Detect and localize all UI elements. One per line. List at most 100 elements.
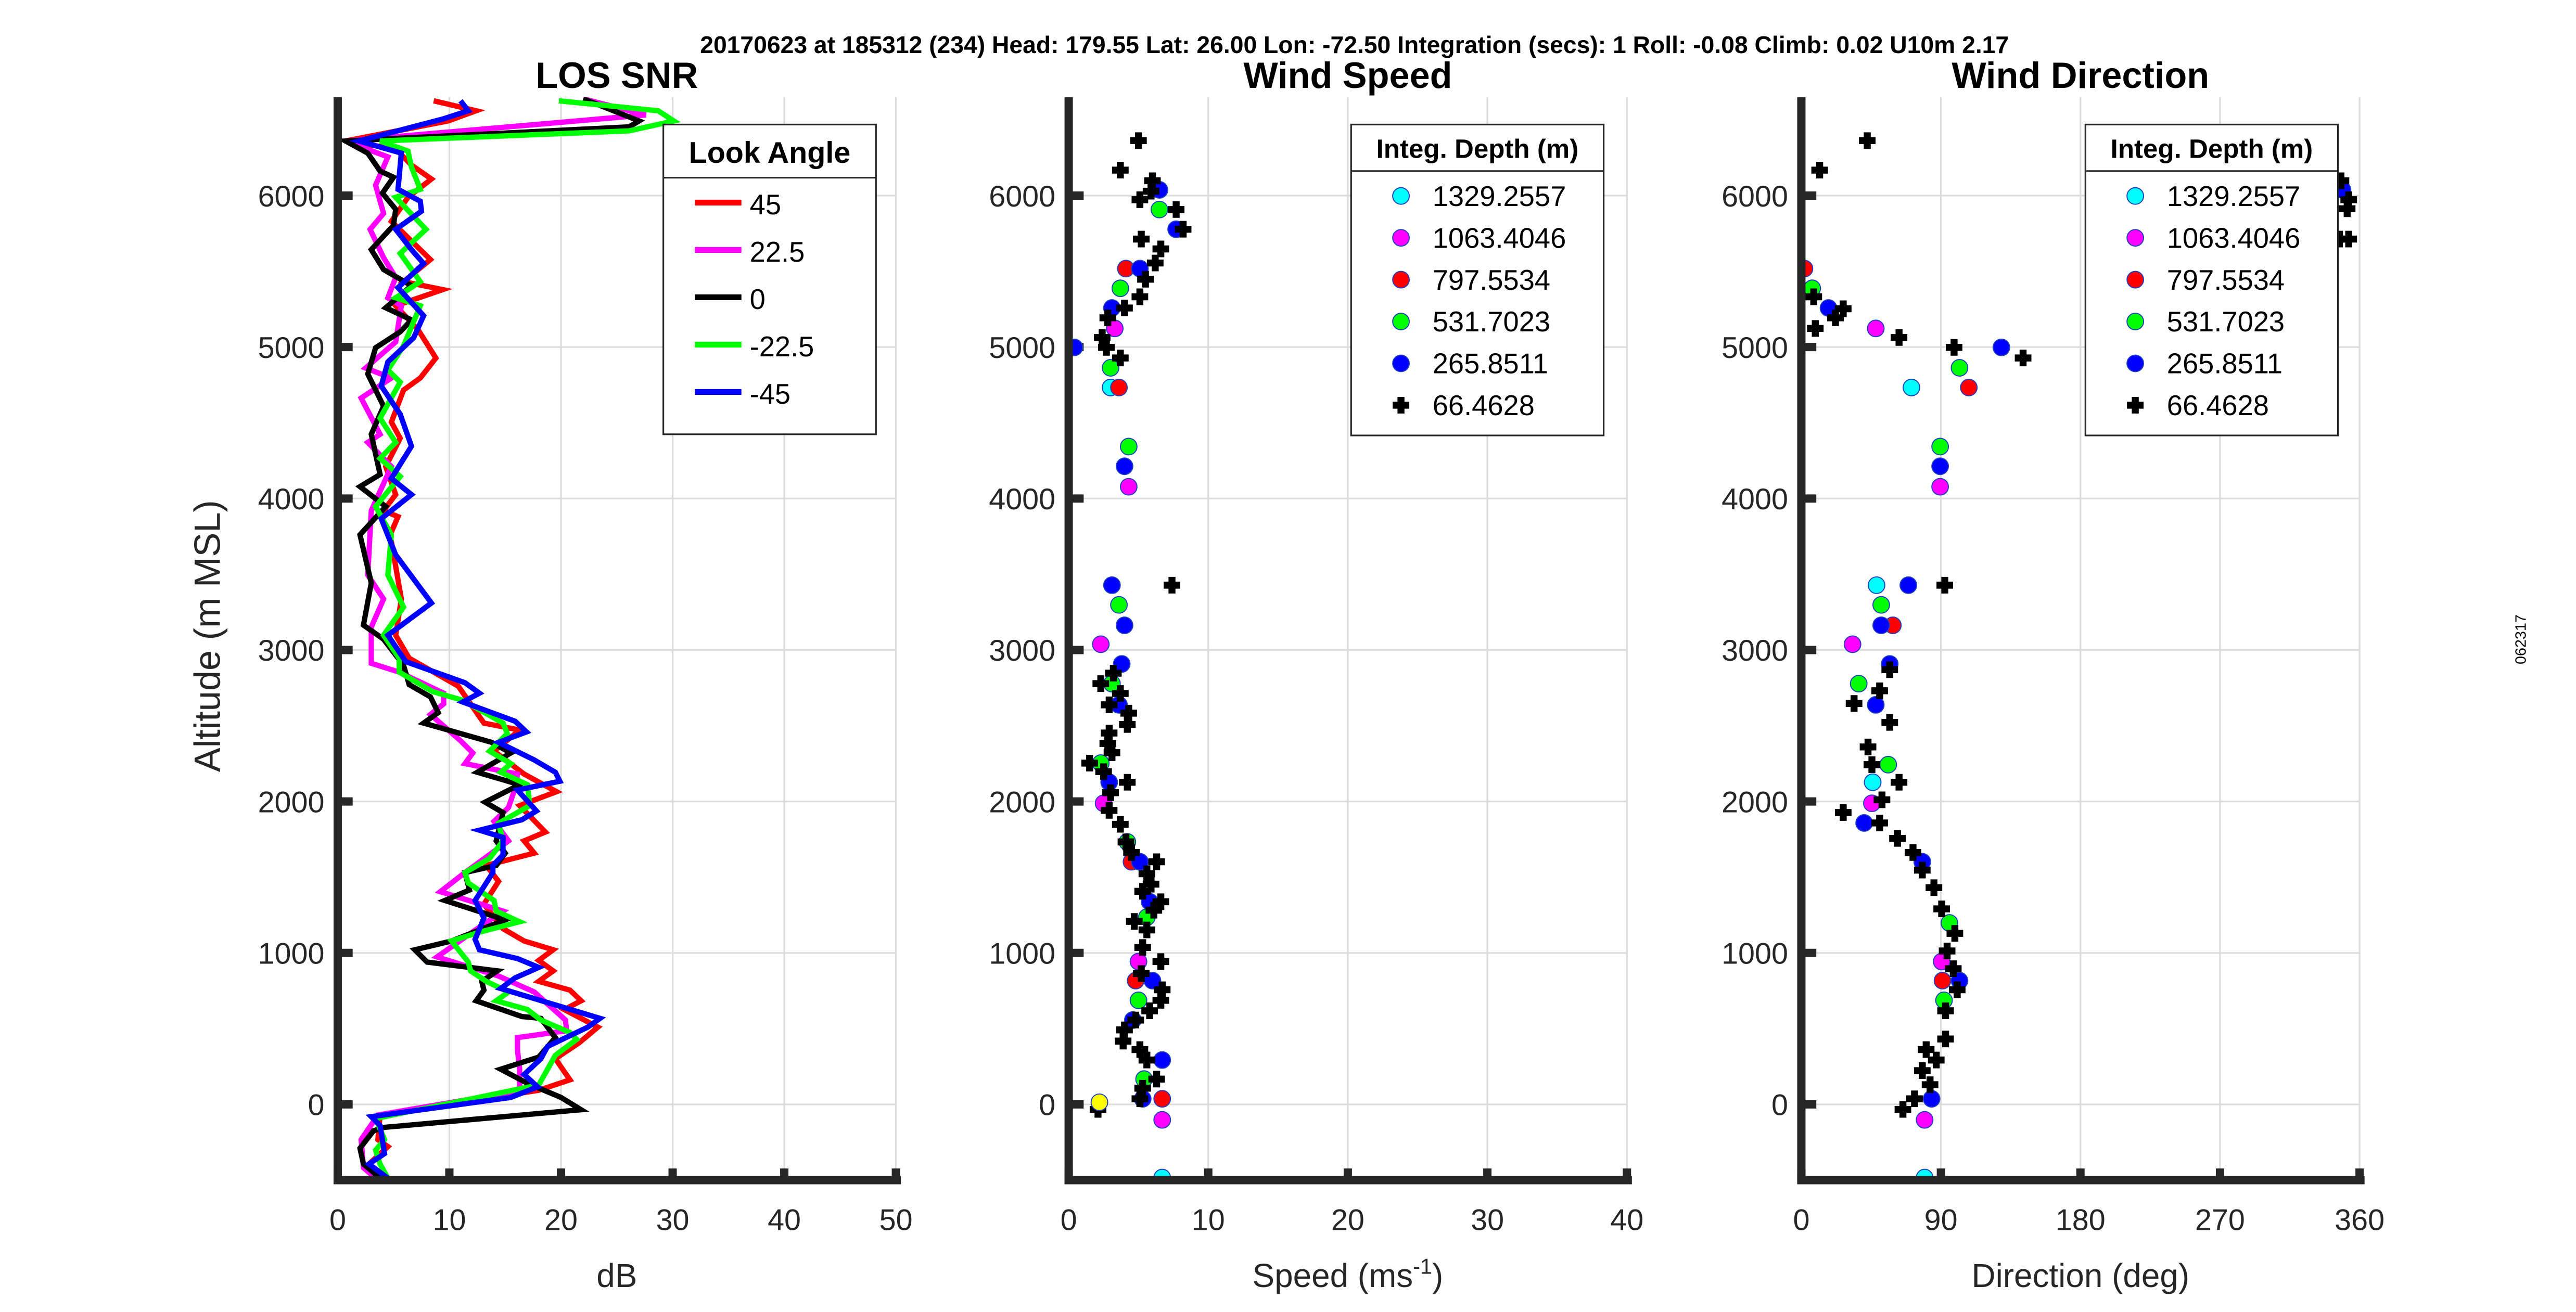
legend-box [662, 123, 877, 435]
data-point-circle [1868, 576, 1885, 594]
y-tick-label: 4000 [1721, 483, 1788, 516]
legend-label: 797.5534 [2167, 264, 2285, 296]
side-label: 062317 [2513, 614, 2529, 664]
data-point-plus [1105, 665, 1122, 681]
y-tick-label: 3000 [989, 634, 1055, 667]
data-point-circle [1931, 457, 1949, 475]
y-tick-label: 6000 [258, 180, 325, 213]
y-tick-label: 4000 [989, 483, 1055, 516]
data-point-plus [1131, 1090, 1149, 1108]
data-point-plus [1112, 685, 1129, 702]
data-point-plus [1123, 844, 1140, 861]
data-point-plus [1948, 981, 1966, 998]
panel-wind-speed: 0 10 20 30 40 0 1000 2000 3000 4000 5000 6000 Wind S… [989, 55, 1643, 1294]
legend-circle-swatch [1392, 354, 1410, 372]
x-axis-label: Speed (ms-1) [1253, 1254, 1444, 1295]
data-point-plus [1936, 576, 1954, 594]
data-point-circle [1867, 319, 1885, 338]
x-tick-label: 20 [544, 1203, 578, 1237]
data-point-plus [1138, 865, 1155, 882]
data-point-plus [1827, 310, 1844, 326]
legend-circle-swatch [1392, 271, 1410, 289]
legend-label: 0 [750, 284, 766, 315]
data-point-plus [1937, 1002, 1954, 1019]
legend-label: 265.8511 [1433, 348, 1548, 380]
data-point-plus [1133, 230, 1150, 248]
data-point-plus [1119, 774, 1136, 791]
data-point-plus [1134, 939, 1151, 956]
data-point-plus [1101, 802, 1118, 819]
data-point-circle [1931, 438, 1949, 456]
data-point-circle [1153, 1090, 1171, 1108]
data-point-plus [1921, 1076, 1939, 1094]
y-tick-label: 1000 [1721, 937, 1788, 971]
y-tick-label: 1000 [989, 937, 1055, 971]
legend: Integ. Depth (m) 1329.2557 1063.4046 797.55… [1350, 123, 1605, 436]
plot-area [337, 97, 681, 1180]
data-point-plus [1152, 240, 1169, 258]
data-point-circle [1864, 773, 1882, 791]
x-tick-label: 180 [2056, 1203, 2106, 1237]
data-point-circle [1903, 378, 1920, 396]
data-point-circle [1092, 635, 1110, 653]
y-tick-label: 5000 [1721, 331, 1788, 365]
y-tick-label: 5000 [989, 331, 1055, 365]
data-point-plus [1141, 1002, 1158, 1019]
y-tick-label: 5000 [258, 331, 325, 365]
x-tick-label: 30 [656, 1203, 690, 1237]
x-axis-label-text: dB [596, 1257, 637, 1294]
x-tick-label: 90 [1924, 1203, 1958, 1237]
data-point-plus [1146, 254, 1164, 272]
x-tick-label: 30 [1471, 1203, 1504, 1237]
data-point-plus [1112, 162, 1129, 179]
data-point-plus [1939, 943, 1956, 959]
data-point-circle [1992, 338, 2010, 356]
figure-header: 20170623 at 185312 (234) Head: 179.55 La… [700, 31, 2009, 58]
data-point-plus [1914, 1062, 1931, 1079]
x-tick-label: 10 [1192, 1203, 1225, 1237]
x-tick-label: 360 [2335, 1203, 2384, 1237]
legend-circle-swatch [2126, 354, 2145, 372]
data-point-plus [1864, 756, 1880, 773]
legend-label: 1329.2557 [1433, 181, 1566, 212]
data-point-circle [1867, 696, 1885, 714]
x-axis-label: Direction (deg) [1971, 1257, 2189, 1294]
legend-label: 531.7023 [1433, 306, 1550, 338]
data-point-plus [2339, 200, 2356, 217]
legend-title: Integ. Depth (m) [2111, 134, 2313, 163]
legend-label: 265.8511 [2167, 348, 2282, 380]
data-point-circle [1103, 576, 1121, 594]
data-point-circle [1850, 675, 1868, 693]
data-point-circle [1916, 1111, 1934, 1129]
panel-title: Wind Direction [1952, 55, 2209, 96]
data-point-plus [1918, 1041, 1935, 1058]
x-tick-label: 40 [768, 1203, 801, 1237]
data-point-plus [1889, 830, 1906, 847]
legend-title: Look Angle [689, 136, 851, 170]
data-point-plus [1098, 339, 1115, 356]
y-tick-label: 2000 [1721, 786, 1788, 819]
series-line--45 [349, 99, 606, 1180]
data-point-circle [1153, 1051, 1171, 1069]
x-axis-label-end: ) [1432, 1257, 1443, 1294]
y-tick-label: 6000 [1721, 180, 1788, 213]
legend-circle-swatch [1392, 313, 1410, 330]
data-point-circle [1110, 378, 1128, 396]
y-tick-label: 3000 [258, 634, 325, 667]
data-point-plus [1093, 329, 1111, 346]
x-tick-label: 40 [1610, 1203, 1643, 1237]
data-point-circle [1150, 200, 1168, 218]
y-tick-label: 0 [1039, 1089, 1055, 1122]
data-point-plus [1115, 1033, 1132, 1050]
y-tick-label: 4000 [258, 483, 325, 516]
data-point-plus [1130, 132, 1147, 149]
data-point-plus [1914, 861, 1931, 879]
data-point-plus [1131, 191, 1149, 208]
data-point-plus [1845, 695, 1863, 712]
legend-label: 797.5534 [1433, 264, 1550, 296]
x-tick-label: 0 [329, 1203, 346, 1237]
legend: Look Angle 45 22.5 0 -22.5 -45 [662, 123, 877, 435]
data-point-circle [1110, 596, 1128, 614]
data-point-plus [1102, 784, 1119, 801]
legend-label: -45 [750, 378, 790, 410]
